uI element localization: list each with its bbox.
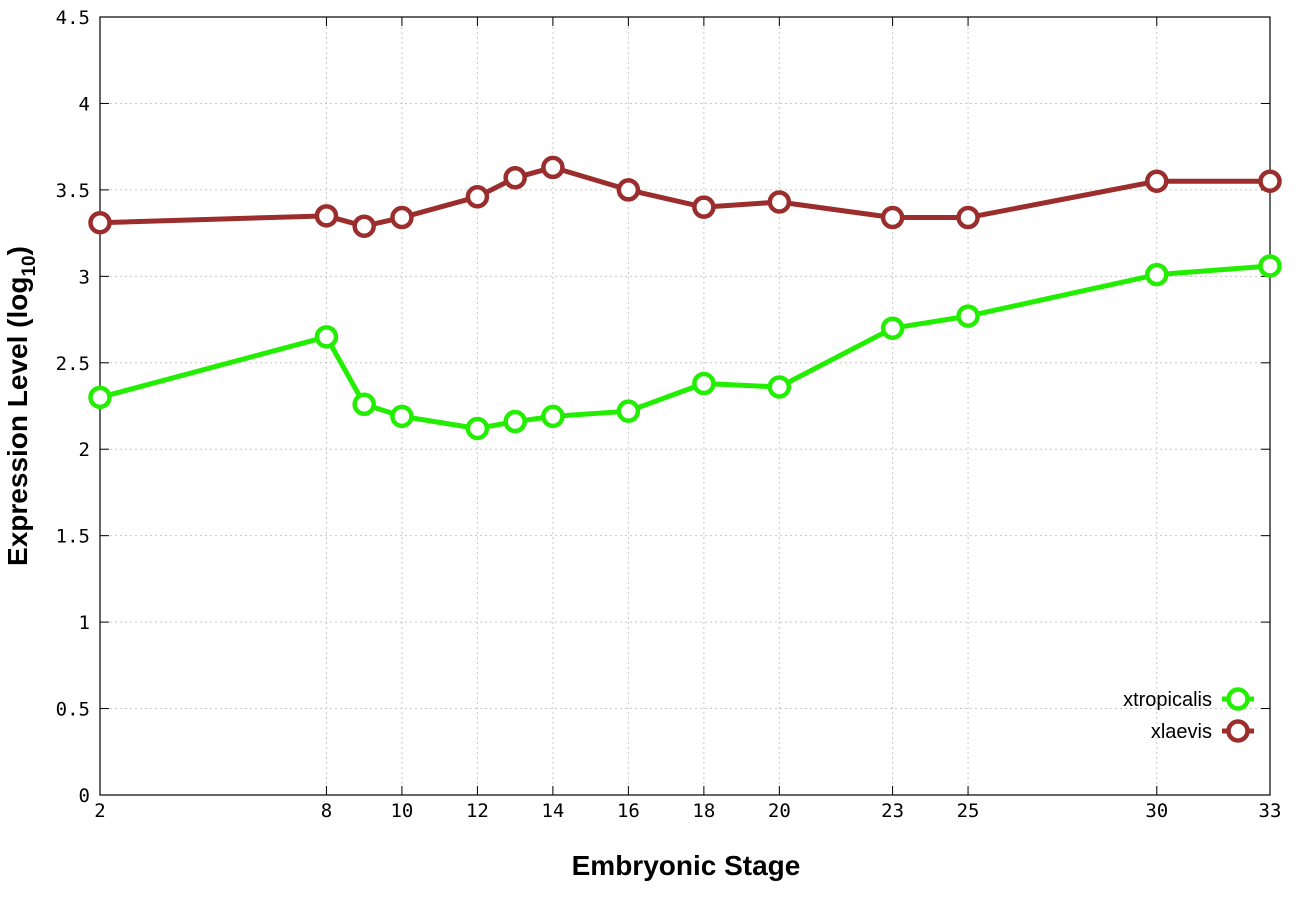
y-tick-label: 3 — [79, 266, 90, 288]
data-point — [880, 316, 905, 340]
data-point — [1145, 169, 1169, 193]
data-point — [616, 399, 641, 423]
series-xlaevis — [88, 155, 1282, 238]
data-point — [692, 195, 716, 219]
data-point — [541, 155, 565, 180]
x-tick-label: 20 — [768, 800, 791, 822]
data-point — [767, 375, 792, 399]
data-point — [503, 409, 527, 434]
series-line-xlaevis — [99, 164, 1270, 229]
data-point — [767, 190, 792, 214]
y-axis-title-subscript: 10 — [19, 255, 40, 276]
series-layer — [88, 155, 1282, 441]
data-point — [465, 185, 490, 209]
y-tick-label: 2 — [79, 439, 90, 461]
data-point — [1145, 262, 1169, 287]
y-axis-title-close: ) — [2, 246, 33, 255]
x-axis: 2 8 10 12 14 16 18 20 23 25 30 33 — [94, 17, 1281, 822]
grid — [100, 17, 1270, 795]
data-point — [956, 304, 980, 328]
x-tick-label: 10 — [390, 800, 413, 822]
data-point — [956, 205, 980, 230]
y-tick-label: 0 — [79, 785, 90, 807]
data-point — [314, 325, 339, 349]
x-tick-label: 25 — [957, 800, 980, 822]
x-tick-label: 23 — [881, 800, 904, 822]
legend-marker-xtropicalis — [1226, 687, 1250, 711]
y-tick-label: 0.5 — [56, 699, 90, 721]
data-point — [390, 205, 414, 230]
data-point — [1258, 169, 1282, 193]
y-axis: 0 0.5 1 1.5 2 2.5 3 3.5 4 4.5 — [56, 7, 1270, 807]
legend-label-xtropicalis: xtropicalis — [1123, 689, 1212, 711]
y-axis-title: Expression Level (log10) — [2, 246, 40, 566]
data-point — [541, 404, 565, 429]
x-tick-label: 30 — [1145, 800, 1168, 822]
data-point — [352, 392, 376, 417]
data-point — [503, 166, 527, 190]
data-point — [692, 371, 716, 396]
y-tick-label: 4.5 — [56, 7, 90, 29]
data-point — [314, 204, 339, 228]
legend-marker-xlaevis — [1226, 719, 1250, 743]
x-tick-label: 18 — [692, 800, 715, 822]
data-point — [88, 210, 112, 235]
data-point — [880, 205, 905, 230]
data-point — [352, 214, 376, 238]
data-point — [616, 178, 641, 202]
data-point — [390, 404, 414, 429]
y-axis-title-main: Expression Level (log — [2, 277, 33, 566]
x-tick-label: 14 — [541, 800, 564, 822]
y-tick-label: 2.5 — [56, 353, 90, 375]
x-axis-title: Embryonic Stage — [572, 850, 801, 881]
x-tick-label: 8 — [321, 800, 332, 822]
x-tick-label: 33 — [1259, 800, 1282, 822]
x-tick-label: 12 — [466, 800, 489, 822]
data-point — [1258, 254, 1282, 278]
legend-label-xlaevis: xlaevis — [1151, 721, 1212, 743]
plot-frame — [99, 16, 1271, 796]
y-tick-label: 1 — [79, 612, 90, 634]
data-point — [88, 385, 112, 410]
y-tick-label: 4 — [79, 93, 90, 115]
data-point — [465, 416, 490, 441]
x-tick-label: 16 — [617, 800, 640, 822]
series-xtropicalis — [88, 254, 1282, 441]
y-tick-label: 3.5 — [56, 180, 90, 202]
y-tick-label: 1.5 — [56, 526, 90, 548]
legend: xtropicalis xlaevis — [1123, 687, 1254, 743]
series-line-xtropicalis — [99, 263, 1271, 431]
x-tick-label: 2 — [94, 800, 105, 822]
